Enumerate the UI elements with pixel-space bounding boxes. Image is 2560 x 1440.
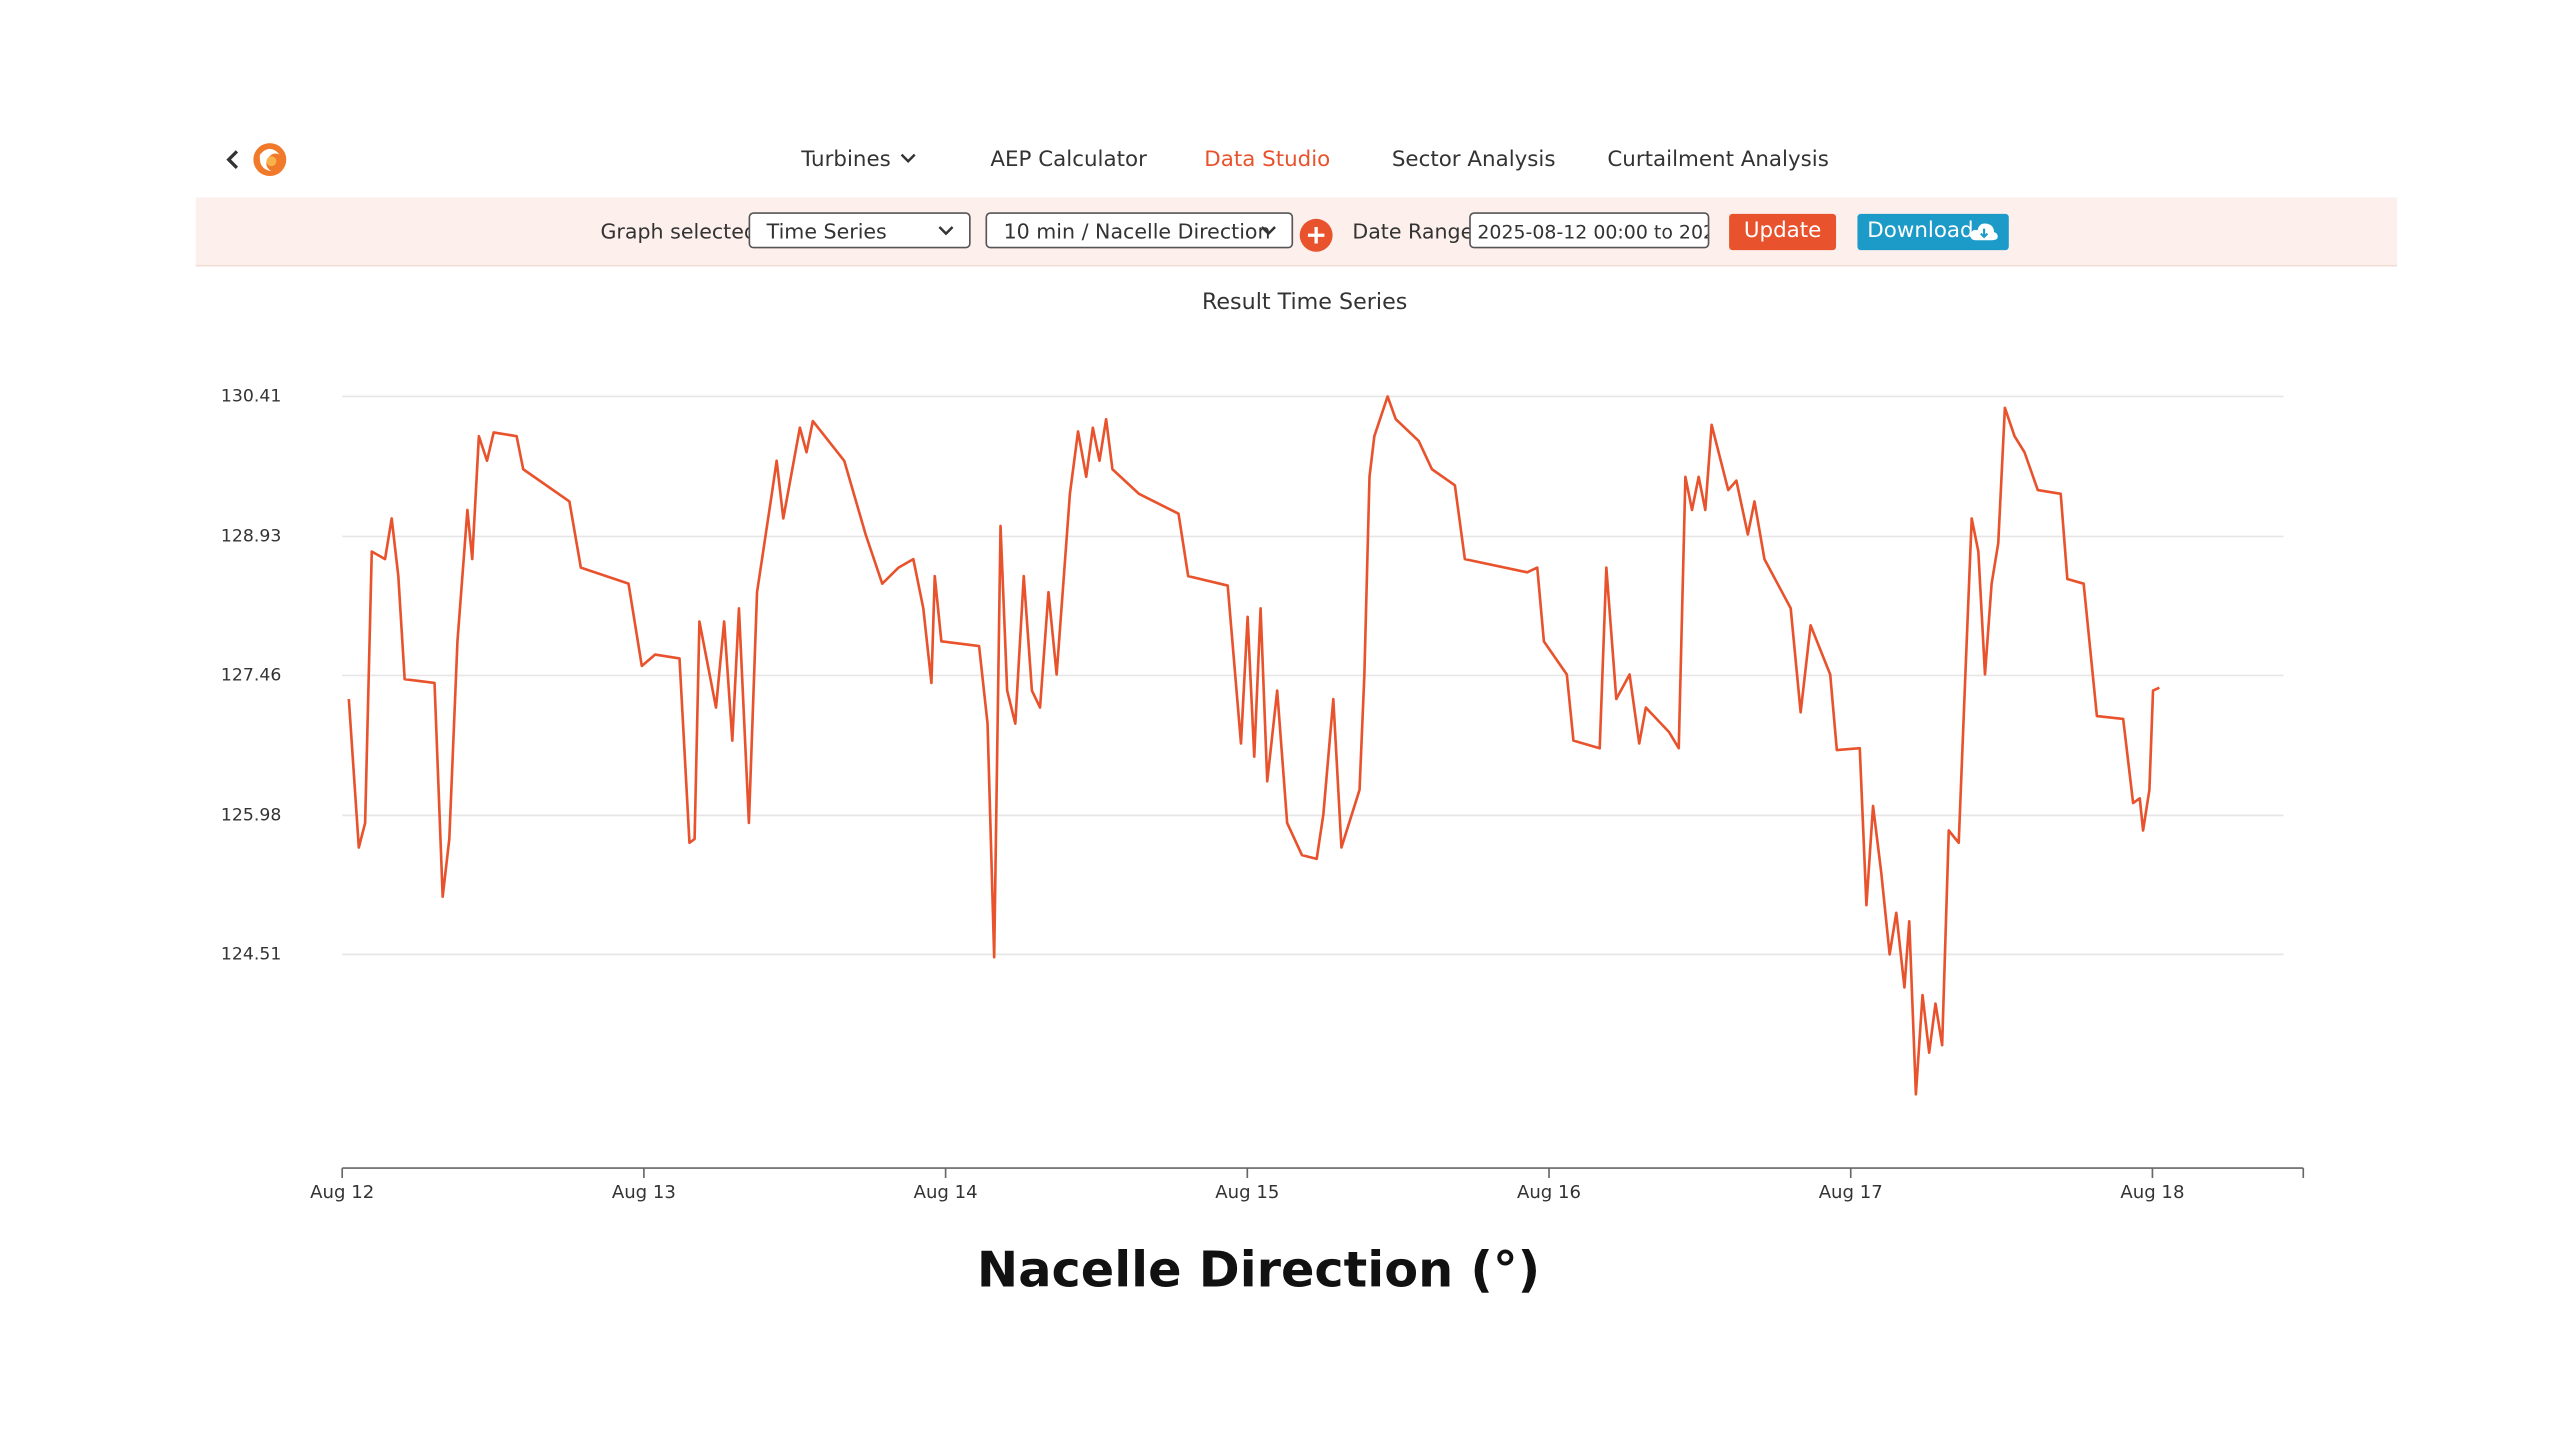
toolbar: Graph selected: Time Series 10 min / Nac… <box>195 197 2398 267</box>
select-value: Time Series <box>766 218 887 244</box>
download-button[interactable]: Download <box>1857 213 2009 251</box>
update-button[interactable]: Update <box>1729 213 1837 251</box>
button-label: Download <box>1867 218 1974 244</box>
cloud-icon <box>1970 223 1998 241</box>
x-tick-label: Aug 15 <box>1215 1182 1279 1203</box>
nav-bar: Turbines AEP Calculator Data Studio Sect… <box>0 148 2560 181</box>
series-line <box>347 395 2160 1096</box>
nav-item[interactable]: Sector Analysis <box>1391 148 1556 173</box>
select-value: 10 min / Nacelle Direction <box>1003 218 1271 244</box>
back-button[interactable] <box>226 150 239 169</box>
chart-title: Result Time Series <box>1202 289 1407 315</box>
nav-item[interactable]: Curtailment Analysis <box>1607 148 1829 173</box>
graph-select[interactable]: Time Series <box>748 212 971 249</box>
chart-caption: Nacelle Direction (°) <box>976 1242 1541 1300</box>
x-tick-label: Aug 18 <box>2120 1182 2184 1203</box>
chevron <box>1260 226 1276 236</box>
x-tick-label: Aug 12 <box>310 1182 374 1203</box>
y-tick-label: 125.98 <box>221 805 281 825</box>
metric-select[interactable]: 10 min / Nacelle Direction <box>985 212 1294 249</box>
header-icons <box>226 143 287 177</box>
nav-item[interactable]: Turbines <box>801 148 917 173</box>
x-tick-label: Aug 16 <box>1517 1182 1581 1203</box>
y-tick-label: 130.41 <box>221 386 281 406</box>
x-tick-label: Aug 17 <box>1819 1182 1883 1203</box>
date-label: Date Range: <box>1352 218 1481 244</box>
y-tick-label: 128.93 <box>221 526 281 546</box>
y-tick-label: 127.46 <box>221 665 281 685</box>
chart: Result Time Series 124.51 125.98 127.46 128… <box>221 289 2305 1203</box>
date-input[interactable]: 2025-08-12 00:00 to 202 <box>1469 212 1710 249</box>
chevron <box>938 226 954 236</box>
y-tick-label: 124.51 <box>221 944 281 964</box>
graph-label: Graph selected: <box>600 218 764 244</box>
add-button[interactable] <box>1298 217 1334 253</box>
x-tick-label: Aug 14 <box>914 1182 978 1203</box>
x-tick-label: Aug 13 <box>612 1182 676 1203</box>
nav-item-active[interactable]: Data Studio <box>1204 148 1331 173</box>
nav-item[interactable]: AEP Calculator <box>990 148 1147 173</box>
nav-label: Turbines <box>801 148 891 173</box>
logo[interactable] <box>253 143 287 177</box>
chevron <box>900 153 915 163</box>
